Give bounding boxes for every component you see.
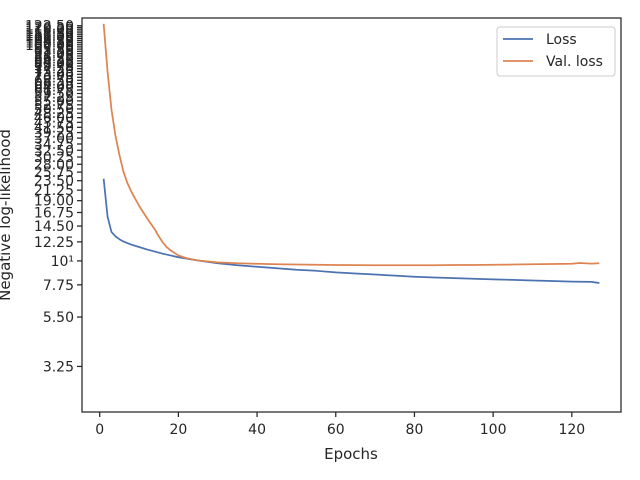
x-axis: 0 20 40 60 80 100 120	[95, 412, 585, 438]
y-tick-label: 5.50	[43, 310, 74, 326]
y-tick-label: 97.75	[34, 40, 74, 56]
y-tick-label: 50.50	[34, 102, 74, 118]
y-tick-label: 55.00	[34, 94, 74, 110]
y-tick-label: 28.00	[34, 157, 74, 173]
y-tick-label: 91.00	[34, 47, 74, 63]
y-tick-label: 120.25	[25, 20, 74, 36]
x-tick-label: 0	[95, 422, 104, 438]
y-tick-label: 106.75	[25, 32, 74, 48]
y-tick-label: 48.25	[34, 106, 74, 122]
y-tick-label: 64.00	[34, 80, 74, 96]
y-tick-label: 32.50	[34, 143, 74, 159]
series-line-1	[102, 178, 600, 284]
y-tick-label: 122.50	[25, 19, 74, 35]
y-tick-label: 82.00	[34, 56, 74, 72]
y-tick-label: 19.00	[34, 194, 74, 210]
y-tick-label: 102.25	[25, 36, 74, 52]
y-tick-label: 111.25	[25, 28, 74, 44]
y-tick-label: 79.75	[34, 59, 74, 75]
x-tick-label: 20	[169, 422, 187, 438]
y-tick-label: 14.50	[34, 219, 74, 235]
legend: Loss Val. loss	[496, 26, 616, 77]
y-tick-label: 118.00	[25, 22, 74, 38]
y-tick-label: 12.25	[34, 235, 74, 251]
y-tick-label: 73.00	[34, 67, 74, 83]
y-tick-label: 34.75	[34, 137, 74, 153]
y-tick-label: 86.50	[34, 51, 74, 67]
y-tick-label: 66.25	[34, 76, 74, 92]
y-tick-label: 100.00	[25, 38, 74, 54]
y-tick-label: 43.75	[34, 115, 74, 131]
plot-frame	[81, 17, 622, 413]
y-tick-label: 52.75	[34, 98, 74, 114]
y-tick-label: 104.50	[25, 34, 74, 50]
y-tick-label: 115.75	[25, 24, 74, 40]
x-tick-label: 80	[406, 422, 424, 438]
legend-label-1: Loss	[546, 32, 577, 48]
y-tick-label: 3.25	[43, 359, 74, 375]
x-tick-label: 120	[558, 422, 585, 438]
y-tick-label: 59.50	[34, 87, 74, 103]
y-tick-label: 93.25	[34, 44, 74, 60]
x-tick-label: 100	[480, 422, 507, 438]
x-axis-label: Epochs	[324, 445, 378, 463]
series-line-2	[102, 23, 600, 267]
y-tick-label: 75.25	[34, 64, 74, 80]
y-tick-label: 23.50	[34, 174, 74, 190]
y-tick-label: 77.50	[34, 62, 74, 78]
x-tick-label: 60	[327, 422, 345, 438]
y-tick-label: 21.25	[34, 183, 74, 199]
y-tick-label: 25.75	[34, 165, 74, 181]
x-tick-label: 40	[248, 422, 266, 438]
y-tick-label: 41.50	[34, 120, 74, 136]
y-tick-label: 88.75	[34, 49, 74, 65]
legend-label-2: Val. loss	[546, 54, 603, 70]
y-tick-label: 37.00	[34, 131, 74, 147]
y-tick-label: 57.25	[34, 90, 74, 106]
y-tick-label: 46.00	[34, 111, 74, 127]
y-tick-label: 113.50	[25, 26, 74, 42]
y-tick-label: 61.75	[34, 83, 74, 99]
y-axis: 3.25 5.50 7.75 10¹ 12.2514.5016.7519.0021.25…	[25, 19, 82, 375]
y-tick-label: 84.25	[34, 54, 74, 70]
plot-area	[102, 23, 600, 284]
y-axis-label: Negative log-likelihood	[0, 129, 14, 301]
y-tick-label: 68.50	[34, 73, 74, 89]
y-tick-label: 7.75	[43, 278, 74, 294]
y-tick-label: 10¹	[51, 254, 74, 270]
y-tick-label: 70.75	[34, 70, 74, 86]
y-tick-label: 95.50	[34, 42, 74, 58]
y-tick-label: 109.00	[25, 30, 74, 46]
y-tick-label: 39.25	[34, 126, 74, 142]
y-tick-label: 30.25	[34, 150, 74, 166]
y-tick-label: 16.75	[34, 205, 74, 221]
